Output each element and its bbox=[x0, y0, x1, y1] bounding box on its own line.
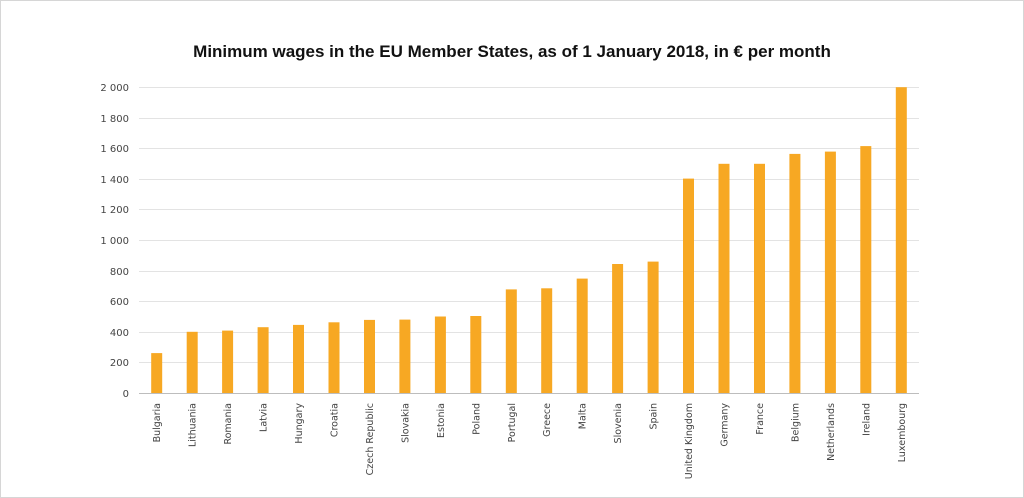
x-category-label: Estonia bbox=[436, 403, 447, 438]
bar bbox=[470, 316, 482, 393]
x-axis-category-labels: Bulgaria Lithuania Romania Latvia Hungary Cro… bbox=[152, 403, 908, 480]
x-category-label: Malta bbox=[578, 403, 589, 429]
y-tick-label: 1 200 bbox=[100, 205, 129, 216]
x-category-label: Hungary bbox=[294, 403, 305, 444]
x-category-label: France bbox=[755, 403, 766, 435]
y-tick-label: 800 bbox=[110, 267, 129, 278]
x-category-label: Netherlands bbox=[826, 403, 837, 461]
bar bbox=[399, 319, 411, 393]
x-category-label: Bulgaria bbox=[152, 403, 163, 442]
bar bbox=[683, 178, 694, 393]
bar bbox=[541, 288, 553, 393]
bar bbox=[222, 330, 234, 393]
x-category-label: Spain bbox=[649, 403, 660, 430]
bar bbox=[328, 322, 340, 393]
bar bbox=[293, 324, 304, 393]
x-category-label: Luxembourg bbox=[897, 403, 908, 462]
y-tick-label: 1 800 bbox=[100, 114, 129, 125]
x-category-label: Slovakia bbox=[400, 403, 411, 443]
x-category-label: Portugal bbox=[507, 403, 518, 442]
bar bbox=[612, 264, 624, 393]
x-category-label: Germany bbox=[720, 403, 731, 447]
x-category-label: Poland bbox=[471, 403, 482, 435]
x-category-label: Latvia bbox=[259, 403, 270, 432]
x-category-label: Belgium bbox=[790, 403, 801, 442]
gridlines bbox=[139, 87, 919, 394]
x-category-label: Ireland bbox=[861, 403, 872, 436]
x-category-label: Greece bbox=[542, 403, 553, 437]
x-category-label: Czech Republic bbox=[365, 403, 376, 475]
bar bbox=[505, 289, 517, 393]
bars bbox=[151, 87, 907, 393]
x-category-label: Slovenia bbox=[613, 403, 624, 443]
y-tick-label: 0 bbox=[123, 389, 129, 400]
y-tick-label: 2 000 bbox=[100, 83, 129, 94]
bar bbox=[754, 163, 765, 393]
bar bbox=[860, 146, 872, 393]
y-tick-label: 200 bbox=[110, 358, 129, 369]
y-axis-ticks: 0 200 400 600 800 1 000 1 200 1 400 1 600 1 800 2 … bbox=[100, 83, 129, 400]
bar bbox=[718, 163, 730, 393]
bar bbox=[647, 261, 659, 393]
chart-title: Minimum wages in the EU Member States, a… bbox=[193, 42, 831, 61]
y-tick-label: 400 bbox=[110, 328, 129, 339]
x-category-label: United Kingdom bbox=[684, 403, 695, 479]
y-tick-label: 600 bbox=[110, 297, 129, 308]
bar bbox=[186, 331, 198, 393]
bar bbox=[151, 353, 163, 393]
y-tick-label: 1 000 bbox=[100, 236, 129, 247]
y-tick-label: 1 400 bbox=[100, 175, 129, 186]
bar bbox=[364, 319, 375, 393]
x-category-label: Lithuania bbox=[188, 403, 199, 447]
x-category-label: Romania bbox=[223, 403, 234, 445]
y-tick-label: 1 600 bbox=[100, 144, 129, 155]
bar bbox=[895, 87, 907, 393]
bar bbox=[789, 153, 801, 393]
bar bbox=[824, 151, 836, 393]
bar bbox=[434, 316, 446, 393]
bar bbox=[576, 278, 588, 393]
bar bbox=[257, 327, 269, 393]
x-category-label: Croatia bbox=[330, 403, 341, 437]
